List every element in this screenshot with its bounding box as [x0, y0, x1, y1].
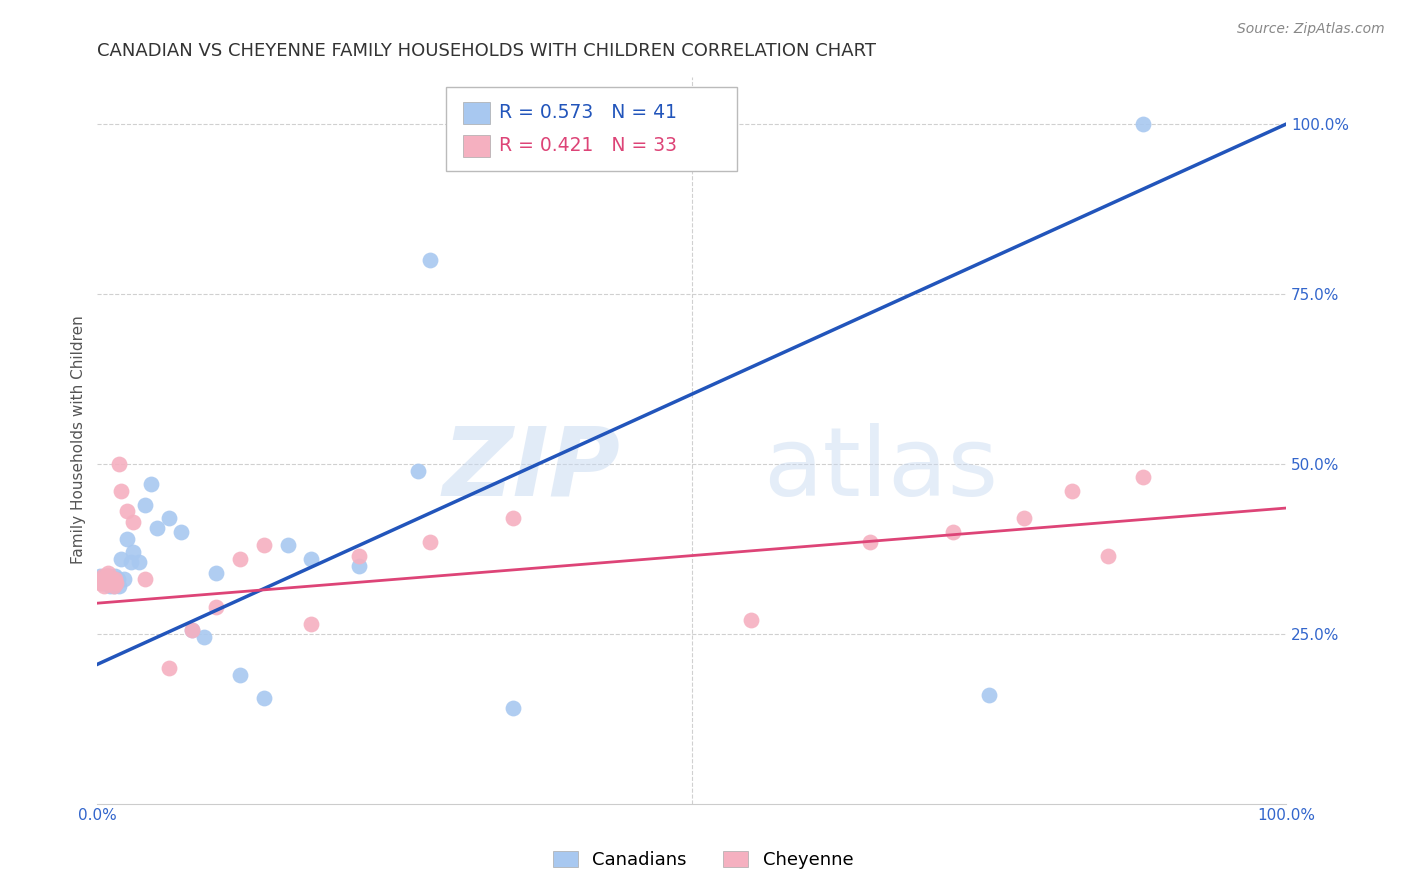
Point [347, 558, 370, 573]
Point [122, 515, 145, 529]
Point [115, 532, 138, 546]
Bar [464, 135, 489, 157]
Point [299, 552, 322, 566]
Point [740, 613, 762, 627]
Point [122, 545, 145, 559]
Point [229, 552, 252, 566]
Point [277, 538, 299, 552]
Point [98, 575, 121, 590]
Text: ZIP: ZIP [443, 423, 620, 516]
Point [134, 498, 156, 512]
Point [112, 573, 135, 587]
Point [1014, 511, 1036, 525]
Point [253, 691, 276, 706]
Point [169, 524, 191, 539]
Point [89, 575, 111, 590]
Point [134, 573, 156, 587]
Point [299, 616, 322, 631]
Point [105, 575, 128, 590]
Point [94, 573, 117, 587]
Point [91, 575, 114, 590]
Point [97, 566, 120, 580]
FancyBboxPatch shape [446, 87, 737, 171]
Point [157, 661, 180, 675]
Point [1097, 549, 1119, 563]
Point [107, 573, 129, 587]
Text: atlas: atlas [763, 423, 998, 516]
Point [97, 569, 120, 583]
Point [229, 667, 252, 681]
Point [107, 457, 129, 471]
Point [146, 521, 169, 535]
Point [100, 573, 122, 587]
Point [93, 579, 115, 593]
Point [347, 549, 370, 563]
Point [128, 556, 150, 570]
Legend: Canadians, Cheyenne: Canadians, Cheyenne [544, 842, 862, 879]
Point [96, 573, 118, 587]
Point [139, 477, 162, 491]
Point [181, 624, 204, 638]
Point [98, 569, 121, 583]
Point [93, 575, 115, 590]
Point [90, 573, 112, 587]
Point [115, 504, 138, 518]
Point [89, 569, 111, 583]
Point [253, 538, 276, 552]
Text: Source: ZipAtlas.com: Source: ZipAtlas.com [1237, 22, 1385, 37]
Point [193, 630, 215, 644]
Point [103, 579, 125, 593]
Point [419, 253, 441, 268]
Point [181, 624, 204, 638]
Point [91, 573, 114, 587]
Point [110, 484, 132, 499]
Point [942, 524, 965, 539]
Point [406, 464, 429, 478]
Point [419, 535, 441, 549]
Point [104, 569, 127, 583]
Point [977, 688, 1000, 702]
Text: R = 0.421   N = 33: R = 0.421 N = 33 [499, 136, 678, 155]
Point [205, 566, 228, 580]
Point [101, 573, 124, 587]
Point [96, 569, 118, 583]
Y-axis label: Family Households with Children: Family Households with Children [72, 316, 86, 565]
Point [502, 701, 524, 715]
Text: R = 0.573   N = 41: R = 0.573 N = 41 [499, 103, 678, 122]
Point [205, 599, 228, 614]
Point [100, 579, 122, 593]
Bar [464, 102, 489, 124]
Point [502, 511, 524, 525]
Text: CANADIAN VS CHEYENNE FAMILY HOUSEHOLDS WITH CHILDREN CORRELATION CHART: CANADIAN VS CHEYENNE FAMILY HOUSEHOLDS W… [97, 42, 876, 60]
Point [110, 552, 132, 566]
Point [1060, 484, 1083, 499]
Point [1132, 117, 1154, 131]
Point [107, 579, 129, 593]
Point [94, 569, 117, 583]
Point [91, 573, 114, 587]
Point [91, 569, 114, 583]
Point [157, 511, 180, 525]
Point [103, 579, 125, 593]
Point [105, 575, 128, 590]
Point [120, 556, 142, 570]
Point [100, 575, 122, 590]
Point [859, 535, 882, 549]
Point [1132, 470, 1154, 484]
Point [104, 573, 127, 587]
